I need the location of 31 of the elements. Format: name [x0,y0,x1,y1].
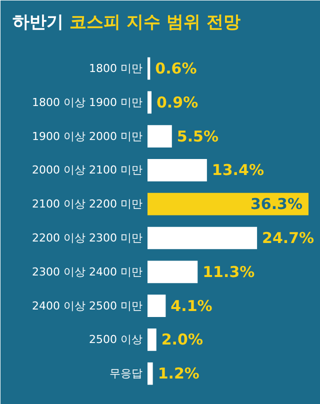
bar [148,362,153,385]
y-tick-label: 무응답 [110,367,142,380]
bar [148,260,198,284]
y-tick-label: 1800 미만 [89,62,143,75]
y-tick-label: 2100 이상 2200 미만 [32,198,143,211]
bar [148,328,156,351]
data-label: 0.9% [156,93,198,112]
data-label: 4.1% [170,296,212,315]
chart-title: 하반기 코스피 지수 범위 전망 [12,12,240,32]
data-label: 0.6% [155,60,197,78]
bar [148,226,258,250]
data-label: 2.0% [161,330,203,349]
bar [148,192,308,216]
y-tick-label: 1900 이상 2000 미만 [32,130,143,143]
bar [148,294,166,317]
data-label: 24.7% [262,229,314,247]
y-tick-label: 2300 이상 2400 미만 [32,265,143,278]
data-label: 36.3% [250,195,303,214]
data-label: 1.2% [158,364,200,383]
y-tick-label: 1800 이상 1900 미만 [32,96,143,109]
bar [148,91,152,114]
bar [148,125,172,148]
y-tick-label: 2000 이상 2100 미만 [32,164,143,177]
data-label: 13.4% [212,161,264,180]
y-tick-label: 2500 이상 [89,333,143,346]
data-label: 11.3% [202,262,255,281]
y-tick-label: 2400 이상 2500 미만 [32,299,143,312]
bar [148,57,150,80]
data-label: 5.5% [176,127,219,146]
y-tick-label: 2200 이상 2300 미만 [32,232,143,244]
bar [148,159,207,182]
